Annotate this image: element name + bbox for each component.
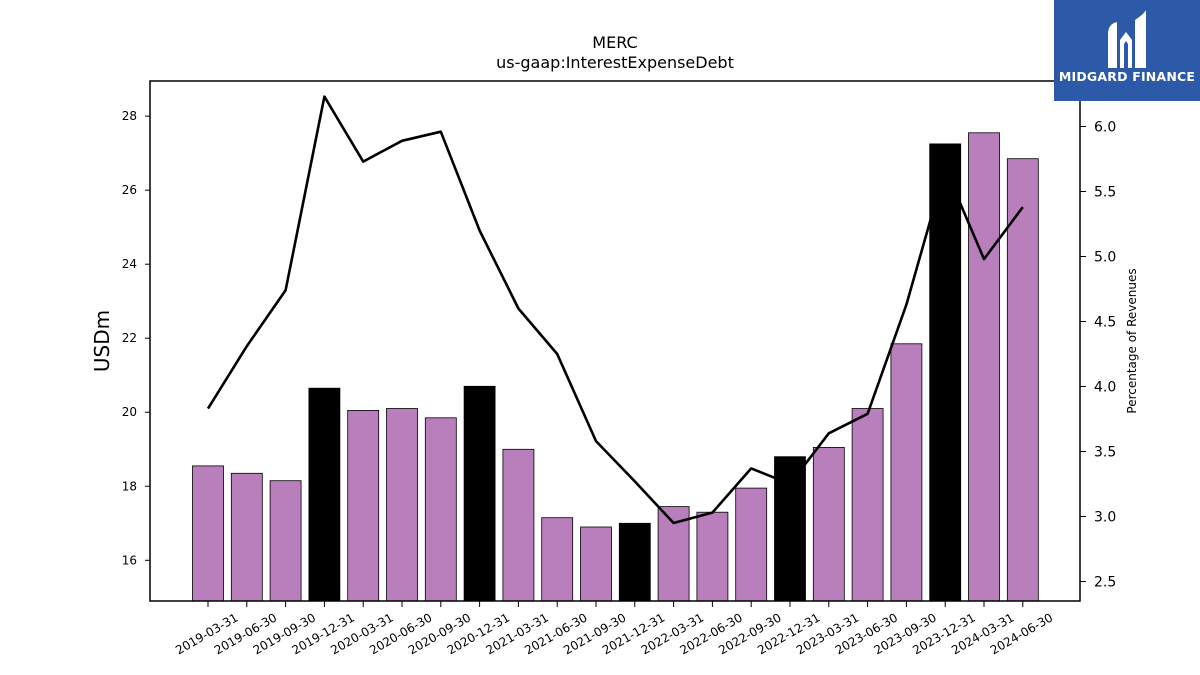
bar-2021-09-30 [580,526,612,602]
bar-2019-09-30 [269,480,302,602]
bar-2021-12-31 [618,522,651,602]
bar-2019-12-31 [308,387,341,602]
y-tick-label: 26 [122,183,137,197]
y2-tick-label: 2.5 [1094,575,1116,591]
bar-2024-06-30 [1006,158,1039,602]
y2-axis-label: Percentage of Revenues [1125,268,1139,413]
bar-2023-09-30 [890,343,923,602]
y2-tick-label: 3.5 [1094,445,1116,461]
midgard-logo-icon [1108,10,1146,68]
bar-2020-03-31 [347,409,380,602]
y2-tick-label: 3.0 [1094,510,1116,526]
y-tick-label: 16 [122,553,137,567]
y2-tick-label: 6.0 [1094,120,1116,136]
y-tick-label: 18 [122,479,137,493]
x-axis: 2019-03-312019-06-302019-09-302019-12-31… [173,601,1055,657]
bar-2023-03-31 [812,446,845,602]
bar-2020-09-30 [424,417,457,602]
bar-2019-06-30 [230,472,263,602]
bar-2022-09-30 [735,487,768,602]
bars-layer [192,132,1039,602]
chart-subtitle: us-gaap:InterestExpenseDebt [496,53,734,72]
y2-tick-label: 5.5 [1094,185,1116,201]
midgard-finance-logo: MIDGARD FINANCE [1054,0,1200,101]
y-tick-label: 28 [122,109,137,123]
y2-tick-label: 4.5 [1094,315,1116,331]
y-axis-label: USDm [90,310,114,372]
y-tick-label: 22 [122,331,137,345]
percentage-of-revenues-line [206,95,1024,525]
y-axis-left: 16 18 20 22 24 26 28 [122,109,150,567]
bar-2021-06-30 [541,517,574,602]
bar-2023-06-30 [851,408,884,602]
bar-2024-03-31 [968,132,1000,602]
chart-title: MERC [592,33,637,52]
bar-2019-03-31 [192,465,224,602]
bar-2023-12-31 [929,143,962,602]
y2-tick-label: 5.0 [1094,250,1116,266]
logo-text: MIDGARD FINANCE [1058,69,1196,84]
y-tick-label: 20 [122,405,137,419]
plot-frame [149,80,1081,602]
line-layer [206,95,1024,525]
y-tick-label: 24 [122,257,137,271]
y-axis-right: 2.5 3.0 3.5 4.0 4.5 5.0 5.5 6.0 [1080,120,1116,591]
bar-2020-06-30 [386,408,418,602]
bar-2022-06-30 [696,511,729,602]
y2-tick-label: 4.0 [1094,380,1116,396]
bar-2021-03-31 [502,448,535,602]
bar-2020-12-31 [463,385,496,602]
